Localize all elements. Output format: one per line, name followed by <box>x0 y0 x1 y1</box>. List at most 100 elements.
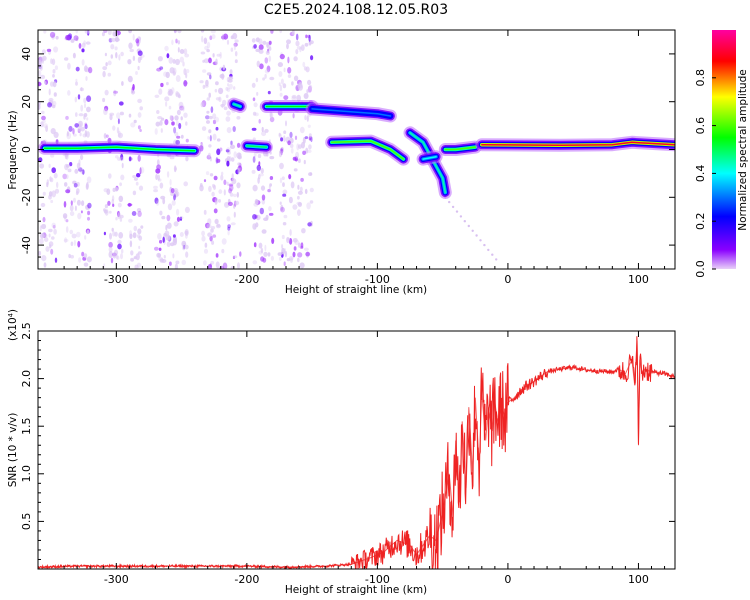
noise-speck <box>172 67 177 75</box>
noise-speck <box>268 55 272 62</box>
noise-speck <box>283 214 288 219</box>
noise-speck <box>101 31 105 37</box>
noise-speck <box>184 244 189 250</box>
noise-speck <box>260 247 264 254</box>
noise-speck <box>78 120 83 128</box>
noise-speck <box>448 200 451 204</box>
noise-speck <box>205 115 210 120</box>
noise-speck <box>171 200 176 206</box>
noise-speck <box>112 31 116 37</box>
noise-speck <box>43 30 47 34</box>
noise-speck <box>220 174 224 181</box>
snr-plot-area <box>38 331 675 569</box>
noise-speck <box>295 40 300 47</box>
spectral-ridge-1-layer-4 <box>246 145 268 148</box>
noise-speck <box>310 136 313 143</box>
noise-speck <box>265 41 270 48</box>
noise-speck <box>226 87 231 93</box>
noise-speck <box>163 254 166 259</box>
spectrogram-ridges-layer <box>38 97 675 199</box>
noise-speck <box>104 52 107 57</box>
noise-speck <box>208 57 212 64</box>
noise-speck <box>293 168 298 172</box>
noise-speck <box>303 247 309 251</box>
noise-speck <box>279 30 282 34</box>
noise-speck <box>257 153 262 159</box>
noise-speck <box>84 122 88 126</box>
noise-speck <box>178 122 182 130</box>
noise-speck <box>185 72 188 79</box>
noise-speck <box>175 120 179 126</box>
noise-speck <box>49 176 52 182</box>
noise-speck <box>110 257 114 264</box>
noise-speck <box>185 69 190 74</box>
noise-speck <box>75 66 80 72</box>
y-tick-label: 0 <box>20 146 33 153</box>
noise-speck <box>176 216 181 222</box>
noise-speck <box>256 60 260 67</box>
noise-speck <box>129 48 134 53</box>
noise-speck <box>156 67 162 72</box>
noise-speck <box>166 81 169 86</box>
noise-speck <box>208 185 212 192</box>
noise-speck <box>277 62 283 68</box>
noise-speck <box>206 49 210 53</box>
noise-speck <box>491 253 494 256</box>
noise-speck <box>185 251 189 258</box>
noise-speck <box>112 252 117 259</box>
noise-speck <box>65 164 70 168</box>
noise-speck <box>137 65 140 71</box>
noise-speck <box>205 171 210 176</box>
noise-speck <box>176 135 181 139</box>
noise-speck <box>86 117 89 121</box>
noise-speck <box>459 215 463 218</box>
noise-speck <box>108 251 113 258</box>
noise-speck <box>300 177 304 182</box>
noise-speck <box>487 248 490 252</box>
noise-speck <box>121 81 124 86</box>
noise-speck <box>166 214 171 222</box>
noise-speck <box>179 216 183 221</box>
noise-speck <box>269 116 275 123</box>
noise-speck <box>227 83 230 87</box>
noise-speck <box>39 64 43 71</box>
noise-speck <box>53 46 59 53</box>
noise-speck <box>229 69 233 75</box>
noise-speck <box>104 89 109 96</box>
noise-speck <box>75 78 78 82</box>
noise-speck <box>169 179 172 186</box>
noise-speck <box>308 172 313 177</box>
noise-speck <box>139 167 142 175</box>
noise-speck <box>201 230 206 237</box>
noise-speck <box>116 112 121 119</box>
noise-speck <box>209 235 213 242</box>
snr-y-axis-label: SNR (10 * v/v) <box>7 413 19 488</box>
noise-speck <box>293 75 299 82</box>
noise-speck <box>255 214 261 221</box>
noise-speck <box>284 250 288 258</box>
noise-speck <box>206 110 210 114</box>
noise-speck <box>51 222 56 228</box>
noise-speck <box>278 133 282 138</box>
noise-speck <box>48 191 53 197</box>
noise-speck <box>289 131 293 138</box>
noise-speck <box>307 124 311 128</box>
noise-speck <box>63 182 68 187</box>
noise-speck <box>232 126 236 132</box>
noise-speck <box>279 177 283 184</box>
noise-speck <box>261 126 264 133</box>
noise-speck <box>201 235 206 242</box>
noise-speck <box>281 234 285 240</box>
noise-speck <box>455 210 459 213</box>
noise-speck <box>158 247 162 251</box>
noise-speck <box>137 56 141 64</box>
noise-speck <box>210 30 216 34</box>
noise-speck <box>84 103 86 109</box>
noise-speck <box>171 39 174 46</box>
noise-speck <box>209 74 212 80</box>
noise-speck <box>202 69 207 73</box>
noise-speck <box>182 61 185 67</box>
noise-speck <box>172 253 175 259</box>
noise-speck <box>291 30 295 36</box>
noise-speck <box>174 190 178 194</box>
